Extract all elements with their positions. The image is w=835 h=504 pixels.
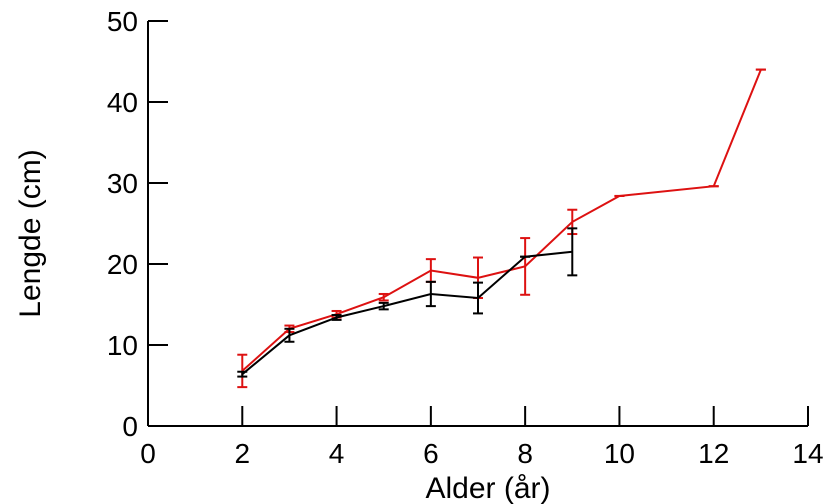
series-layer	[237, 68, 766, 389]
x-tick-label: 2	[234, 438, 250, 469]
x-tick-label: 0	[140, 438, 156, 469]
x-tick-label: 4	[329, 438, 345, 469]
y-tick-label: 30	[107, 168, 138, 199]
x-tick-label: 6	[423, 438, 439, 469]
y-tick-label: 40	[107, 87, 138, 118]
x-axis-title: Alder (år)	[425, 472, 550, 504]
series-line-2	[241, 250, 573, 375]
series-line-1	[241, 69, 762, 372]
x-tick-label: 12	[698, 438, 729, 469]
y-tick-label: 50	[107, 6, 138, 37]
y-tick-label: 10	[107, 330, 138, 361]
axes: 0 10 20 30 40 50 0 2 4 6 8 10 12 14	[107, 6, 824, 469]
x-tick-label: 8	[517, 438, 533, 469]
y-axis-title: Lengde (cm)	[14, 149, 47, 317]
y-tick-label: 20	[107, 249, 138, 280]
x-tick-label: 14	[792, 438, 823, 469]
x-tick-label: 10	[604, 438, 635, 469]
y-tick-label: 0	[122, 411, 138, 442]
